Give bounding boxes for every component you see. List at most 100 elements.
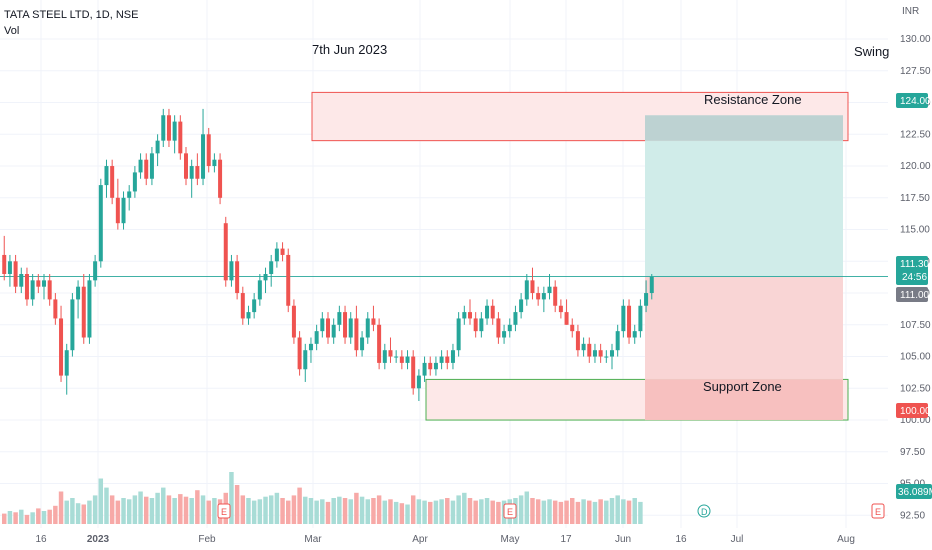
- volume-bar: [189, 498, 194, 524]
- volume-bar: [87, 500, 92, 524]
- candle-body: [343, 312, 348, 338]
- candle-body: [513, 312, 518, 325]
- candle-body: [172, 121, 177, 141]
- candle-body: [507, 324, 512, 332]
- candle-body: [240, 293, 245, 319]
- price-tick-label: 100.00: [900, 415, 931, 426]
- candle-body: [115, 197, 120, 224]
- candle-body: [303, 350, 308, 370]
- candle-body: [479, 318, 484, 332]
- volume-bar: [587, 500, 592, 524]
- candle-body: [229, 261, 234, 281]
- candle-body: [138, 159, 143, 173]
- resistance-zone-label[interactable]: Resistance Zone: [704, 92, 802, 107]
- candle-body: [524, 280, 529, 300]
- volume-bar: [598, 499, 603, 524]
- candle-body: [405, 356, 410, 363]
- candle-body: [223, 223, 228, 281]
- volume-bar: [581, 499, 586, 524]
- candle-body: [206, 134, 211, 167]
- volume-bar: [47, 509, 52, 524]
- candle-body: [257, 280, 262, 300]
- candle-body: [502, 331, 507, 338]
- candle-body: [110, 166, 115, 198]
- volume-bar: [144, 496, 149, 524]
- candle-body: [155, 140, 160, 154]
- volume-bar: [81, 504, 86, 524]
- candle-body: [252, 299, 257, 313]
- candle-body: [7, 261, 12, 274]
- candle-body: [218, 159, 223, 198]
- candle-body: [456, 318, 461, 351]
- volume-bar: [592, 501, 598, 524]
- candle-body: [2, 254, 7, 274]
- volume-indicator-label: Vol: [4, 25, 19, 37]
- position-support-overlap: [645, 379, 843, 421]
- volume-bar: [393, 501, 399, 524]
- candle-body: [615, 331, 620, 351]
- volume-bar: [212, 498, 217, 524]
- candle-body: [337, 312, 342, 325]
- time-axis[interactable]: 16 2023 Feb Mar Apr May 17 Jun 16 Jul Aug: [35, 534, 854, 545]
- stop-tag: [896, 403, 928, 418]
- style-note[interactable]: Swing: [854, 44, 889, 59]
- volume-bar: [456, 495, 461, 524]
- candle-body: [547, 286, 552, 294]
- candle-body: [394, 356, 399, 358]
- volume-bar: [376, 495, 382, 524]
- candle-body: [450, 350, 455, 363]
- time-tick-label: 2023: [87, 534, 110, 545]
- volume-bar: [348, 499, 353, 524]
- volume-bar: [484, 498, 490, 524]
- stop-tag-text: 100.00: [900, 406, 931, 417]
- candle-body: [439, 356, 444, 363]
- candle-body: [81, 286, 86, 338]
- volume-bar: [195, 490, 200, 524]
- volume-bar: [615, 495, 620, 524]
- volume-bar: [7, 511, 13, 524]
- volume-bar: [490, 500, 495, 524]
- volume-bar: [496, 501, 501, 524]
- volume-bar: [445, 498, 450, 524]
- support-zone-label[interactable]: Support Zone: [703, 379, 782, 394]
- currency-label: INR: [902, 6, 919, 17]
- candle-body: [610, 350, 614, 357]
- price-tick-label: 97.50: [900, 447, 925, 458]
- candle-body: [98, 185, 103, 262]
- time-tick-label: Jul: [731, 534, 744, 545]
- candle-body: [587, 343, 592, 357]
- volume-bar: [53, 505, 58, 524]
- volume-bar: [172, 498, 177, 524]
- symbol-title: TATA STEEL LTD, 1D, NSE: [4, 9, 138, 21]
- volume-tag-text: 36.089M: [898, 487, 932, 498]
- volume-bar: [303, 496, 308, 524]
- candle-body: [382, 350, 387, 363]
- time-tick-label: Apr: [412, 534, 428, 545]
- volume-bar: [552, 500, 558, 524]
- candle-body: [212, 159, 217, 167]
- candle-body: [314, 331, 319, 344]
- volume-bar: [246, 498, 251, 524]
- marker-label: E: [221, 507, 227, 517]
- volume-bar: [354, 492, 359, 524]
- volume-bar: [518, 495, 524, 524]
- candle-body: [64, 350, 69, 376]
- candle-body: [371, 318, 376, 325]
- candle-body: [468, 312, 472, 319]
- candle-body: [445, 356, 450, 363]
- volume-bar: [547, 499, 552, 524]
- candle-body: [144, 159, 149, 179]
- candle-body: [644, 293, 649, 306]
- volume-bar: [439, 499, 444, 524]
- volume-bar: [166, 495, 172, 524]
- candle-body: [598, 350, 603, 357]
- volume-bar: [70, 498, 75, 524]
- price-tags: 124.00 111.30 24:56 111.00 100.00 36.089…: [896, 93, 932, 499]
- candle-body: [558, 305, 563, 313]
- candle-body: [93, 261, 98, 281]
- candle-body: [365, 318, 370, 338]
- date-note[interactable]: 7th Jun 2023: [312, 42, 387, 57]
- volume-bar: [126, 499, 132, 524]
- candle-body: [30, 280, 35, 300]
